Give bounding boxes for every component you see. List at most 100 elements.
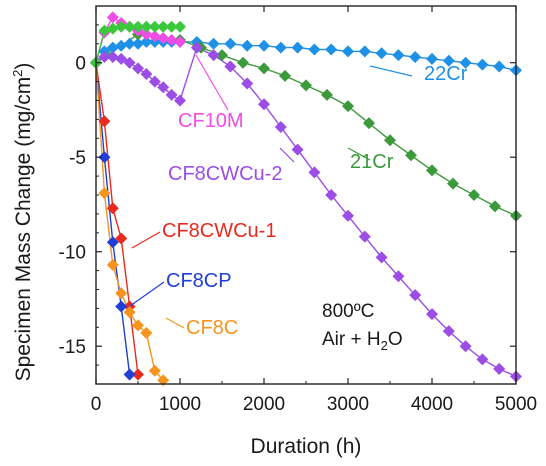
data-point-cf8cwcu-1 bbox=[132, 368, 144, 381]
data-point-cf8cwcu-2 bbox=[274, 120, 287, 133]
data-point-cf10m bbox=[165, 34, 178, 47]
data-point-cf8c bbox=[140, 326, 153, 339]
data-point-cf8c bbox=[132, 319, 144, 332]
x-tick-label: 5000 bbox=[495, 394, 537, 415]
data-point-cf8cwcu-2 bbox=[132, 62, 144, 75]
data-point-cf8cwcu-2 bbox=[106, 51, 119, 64]
series-line-cf8cwcu-1 bbox=[95, 62, 139, 375]
series-line-cf8cp bbox=[95, 62, 131, 375]
data-point-22cr bbox=[274, 41, 287, 54]
data-point-21cr bbox=[300, 79, 312, 92]
data-point-unlabeled bbox=[140, 20, 153, 33]
data-point-unlabeled bbox=[157, 20, 170, 33]
data-point-cf8c bbox=[106, 258, 119, 271]
data-point-21cr bbox=[468, 189, 480, 201]
data-point-21cr bbox=[237, 56, 249, 69]
data-point-cf8cwcu-2 bbox=[157, 81, 170, 94]
data-point-22cr bbox=[325, 43, 338, 56]
data-point-22cr bbox=[442, 54, 455, 67]
series-label-21cr: 21Cr bbox=[350, 151, 394, 173]
data-point-cf8cwcu-2 bbox=[174, 94, 186, 107]
series-label-cf8cwcu-2: CF8CWCu-2 bbox=[168, 163, 282, 185]
data-point-cf8cwcu-2 bbox=[392, 270, 405, 283]
data-point-22cr bbox=[342, 45, 354, 58]
data-point-cf8cwcu-2 bbox=[459, 340, 472, 353]
data-point-cf8cp bbox=[123, 368, 136, 381]
series-line-cf8c bbox=[95, 62, 164, 381]
data-point-cf8cp bbox=[115, 300, 128, 313]
data-point-cf8c bbox=[123, 306, 136, 319]
series-label-22cr: 22Cr bbox=[424, 63, 468, 85]
series-label-cf10m: CF10M bbox=[178, 110, 244, 132]
data-point-cf8cwcu-2 bbox=[476, 353, 489, 366]
data-point-unlabeled bbox=[106, 22, 119, 35]
data-point-unlabeled bbox=[132, 20, 144, 33]
data-point-cf10m bbox=[157, 32, 170, 45]
data-point-cf8cwcu-2 bbox=[409, 289, 422, 302]
y-tick-label: -10 bbox=[59, 243, 86, 264]
annotations: 22Cr 21Cr CF10M CF8CWCu-2 CF8CWCu-1 CF8CP CF8C bbox=[129, 54, 468, 339]
data-markers bbox=[90, 11, 522, 387]
x-axis-title: Duration (h) bbox=[251, 435, 362, 458]
series-label-cf8c: CF8C bbox=[186, 317, 238, 339]
axis-ticks: 0 1000 2000 3000 4000 5000 0 -5 -10 -15 bbox=[59, 6, 537, 415]
data-point-cf8cwcu-2 bbox=[207, 49, 220, 62]
data-point-cf8c bbox=[98, 187, 111, 200]
data-point-21cr bbox=[405, 149, 417, 162]
data-point-unlabeled bbox=[148, 20, 161, 33]
data-point-cf8cwcu-2 bbox=[258, 98, 270, 111]
data-point-22cr bbox=[140, 35, 153, 48]
data-point-22cr bbox=[426, 52, 438, 65]
data-point-cf8cp bbox=[106, 236, 119, 249]
condition-temperature: 800ºC bbox=[322, 301, 374, 322]
data-point-unlabeled bbox=[115, 20, 128, 33]
data-point-22cr bbox=[476, 58, 489, 71]
series-line-cf8cwcu-2 bbox=[95, 46, 517, 378]
data-point-22cr bbox=[291, 41, 304, 54]
data-point-cf8c bbox=[115, 287, 128, 300]
data-point-cf8cwcu-2 bbox=[98, 51, 111, 64]
series-label-cf8cp: CF8CP bbox=[166, 270, 232, 292]
data-point-cf8cwcu-2 bbox=[308, 166, 321, 179]
annotation-leader bbox=[129, 281, 165, 307]
data-point-22cr bbox=[115, 39, 128, 52]
x-tick-label: 0 bbox=[91, 394, 102, 415]
data-point-cf10m bbox=[140, 28, 153, 41]
data-point-21cr bbox=[489, 200, 501, 213]
data-point-cf8cwcu-2 bbox=[325, 189, 338, 201]
data-point-cf8c bbox=[157, 374, 170, 387]
data-point-cf8cwcu-2 bbox=[140, 68, 153, 81]
data-point-cf8cwcu-2 bbox=[342, 209, 354, 222]
data-point-cf8cwcu-2 bbox=[291, 143, 304, 156]
data-point-cf8cwcu-2 bbox=[358, 230, 371, 243]
data-point-22cr bbox=[224, 37, 237, 50]
data-point-22cr bbox=[392, 49, 405, 62]
y-axis-title: Specimen Mass Change (mg/cm2) bbox=[10, 63, 35, 382]
data-point-22cr bbox=[241, 39, 254, 52]
data-point-cf8cwcu-1 bbox=[115, 232, 128, 245]
data-point-cf10m bbox=[174, 35, 186, 48]
x-tick-label: 2000 bbox=[243, 394, 285, 415]
y-tick-label: -5 bbox=[69, 148, 86, 169]
data-point-21cr bbox=[258, 62, 270, 75]
data-point-22cr bbox=[358, 45, 371, 58]
annotation-leader bbox=[165, 317, 185, 329]
data-point-22cr bbox=[123, 37, 136, 50]
data-point-cf8cwcu-2 bbox=[493, 362, 506, 375]
data-point-22cr bbox=[106, 41, 119, 54]
data-point-cf8cwcu-2 bbox=[123, 56, 136, 69]
data-point-22cr bbox=[258, 39, 270, 52]
x-tick-label: 4000 bbox=[411, 394, 453, 415]
data-point-21cr bbox=[426, 164, 438, 177]
data-point-cf8cwcu-2 bbox=[224, 60, 237, 73]
annotation-leader bbox=[369, 65, 413, 77]
data-point-cf8cwcu-2 bbox=[426, 308, 438, 321]
annotation-leader bbox=[131, 231, 161, 249]
data-point-21cr bbox=[216, 49, 228, 62]
data-point-cf8cwcu-2 bbox=[241, 77, 254, 90]
data-point-22cr bbox=[207, 37, 220, 50]
annotation-leader bbox=[279, 147, 295, 163]
data-point-cf8cwcu-2 bbox=[165, 88, 178, 101]
data-point-22cr bbox=[132, 37, 144, 50]
